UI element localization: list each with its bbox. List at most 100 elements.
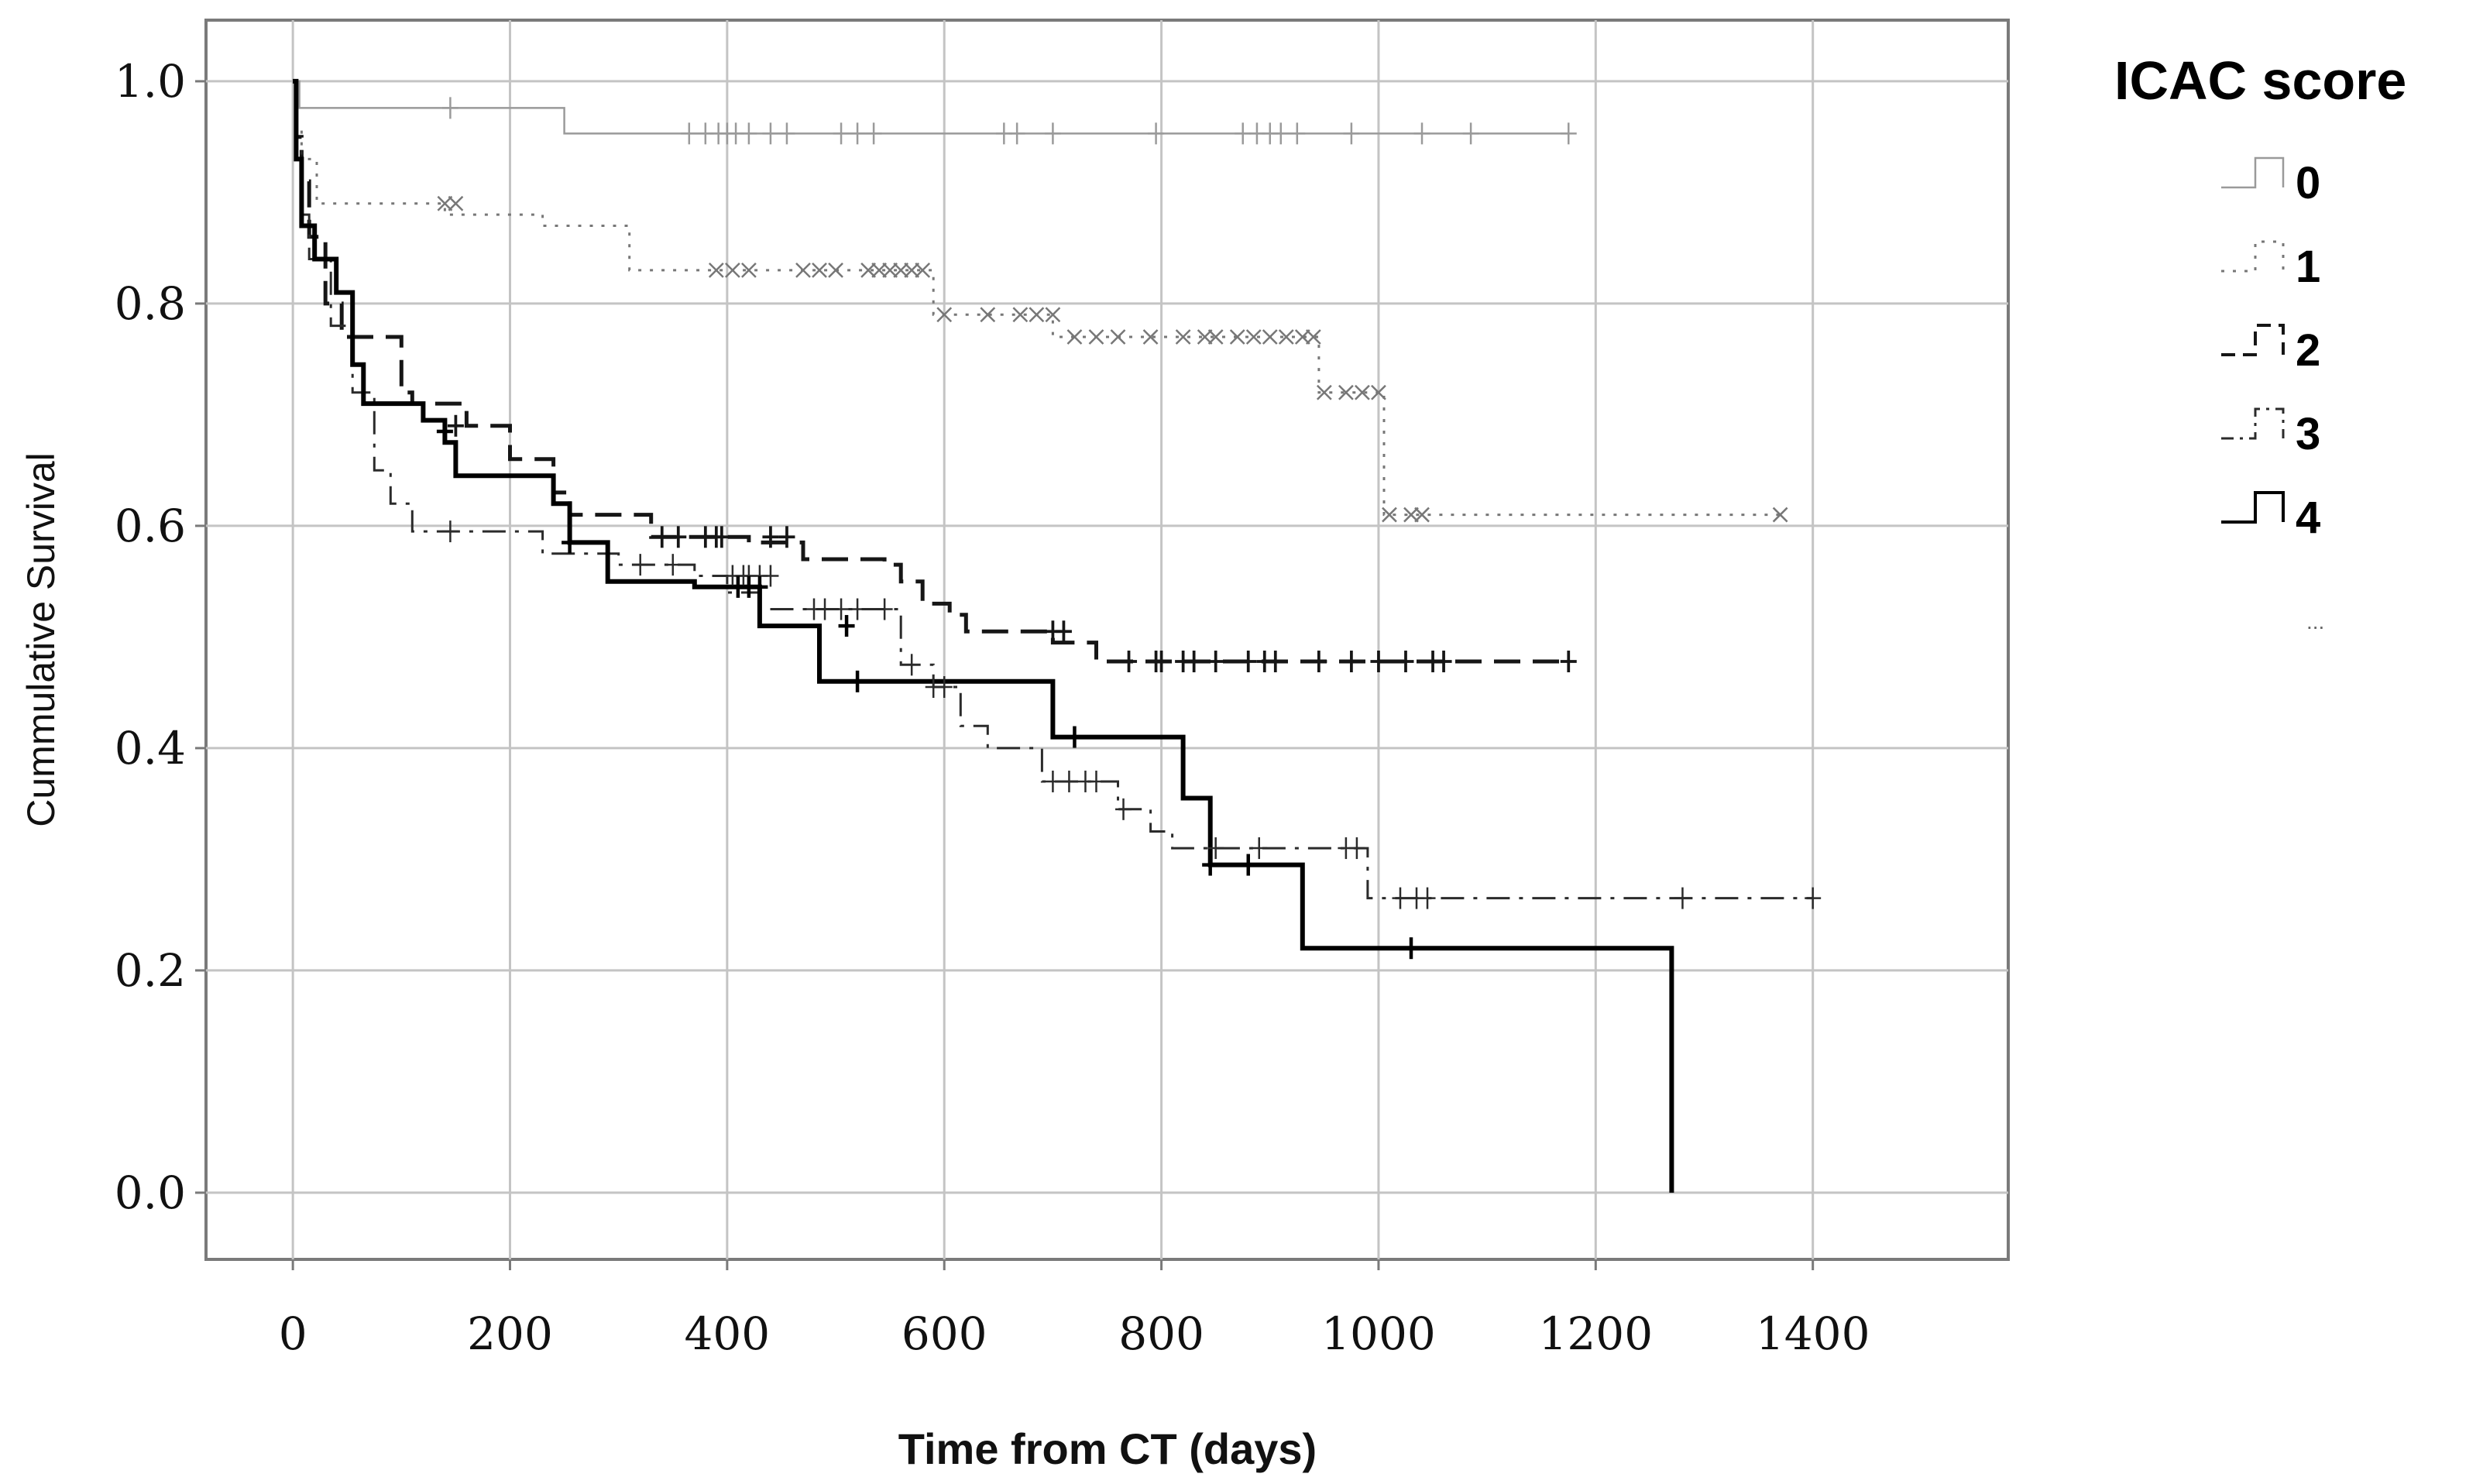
censor-mark-series-4: [1202, 854, 1219, 876]
censor-mark-series-3: [1674, 887, 1691, 909]
censor-mark-series-1: [915, 262, 931, 278]
censor-mark-series-1: [1012, 307, 1029, 323]
legend-label-1: 1: [2296, 242, 2320, 292]
censor-mark-series-1: [1066, 329, 1083, 345]
censor-mark-series-2: [1153, 650, 1170, 672]
censor-mark-series-1: [741, 262, 757, 278]
censor-mark-series-1: [828, 262, 843, 278]
grid: [206, 20, 2008, 1259]
censor-mark-series-2: [762, 526, 779, 548]
x-tick-label: 0: [279, 1307, 307, 1360]
y-axis-label: Cummulative Survival: [19, 452, 63, 826]
censor-mark-series-0: [740, 122, 757, 145]
censor-mark-series-1: [1197, 329, 1213, 345]
y-tick-label: 0.4: [115, 722, 186, 775]
censor-mark-series-2: [1055, 620, 1072, 643]
censor-mark-series-2: [1267, 650, 1284, 672]
legend-item-4: 4: [2221, 491, 2320, 543]
censor-mark-series-1: [1175, 329, 1191, 345]
legend: ICAC score 0 1 2 3 4...: [2114, 50, 2406, 634]
legend-label-0: 0: [2296, 158, 2320, 208]
censor-mark-series-0: [1462, 122, 1479, 145]
censor-mark-series-3: [936, 675, 953, 698]
plot-area: [204, 19, 2010, 1261]
censor-mark-series-0: [1008, 122, 1025, 145]
censor-mark-series-2: [1370, 650, 1387, 672]
legend-swatch-0: [2221, 156, 2285, 189]
series-line-0: [293, 80, 1569, 135]
censor-mark-series-3: [816, 598, 833, 620]
legend-label-2: 2: [2296, 325, 2320, 376]
censor-mark-series-1: [1142, 329, 1159, 345]
censor-mark-series-1: [1316, 384, 1332, 400]
censor-mark-series-0: [833, 122, 850, 145]
y-tick-label: 0.8: [115, 277, 186, 330]
censor-mark-series-3: [441, 520, 458, 543]
censor-mark-series-1: [1305, 329, 1321, 345]
y-tick-label: 0.2: [115, 944, 186, 997]
censor-mark-series-3: [1392, 887, 1409, 909]
censor-mark-series-1: [1278, 329, 1294, 345]
legend-swatch-2: [2221, 324, 2285, 356]
tick-labels: 0 200 400 600 800 1000 1200 1400 0.0 0.2 0.4 0.6 0.8…: [115, 55, 1870, 1360]
censor-mark-series-1: [1207, 329, 1224, 345]
censor-mark-series-2: [1186, 650, 1203, 672]
censor-mark-series-2: [1121, 650, 1138, 672]
x-axis-label: Time from CT (days): [898, 1424, 1317, 1473]
censor-layer: [436, 97, 1822, 960]
legend-item-3: 3: [2221, 407, 2320, 459]
censor-mark-series-1: [1229, 329, 1245, 345]
censor-mark-series-1: [724, 262, 740, 278]
censor-mark-series-3: [762, 565, 779, 587]
censor-mark-series-1: [1294, 329, 1310, 345]
censor-mark-series-2: [447, 414, 464, 437]
censor-mark-series-3: [903, 654, 920, 676]
legend-title: ICAC score: [2114, 50, 2406, 111]
legend-item-1: 1: [2221, 240, 2320, 292]
series-line-2: [293, 79, 1569, 664]
legend-extra-mark: ...: [2306, 610, 2324, 634]
legend-item-0: 0: [2221, 156, 2320, 208]
censor-mark-series-0: [1289, 122, 1306, 145]
censor-mark-series-3: [1207, 837, 1224, 860]
censor-mark-series-1: [1403, 507, 1419, 523]
censor-mark-series-4: [436, 420, 453, 442]
censor-mark-series-1: [1772, 507, 1788, 523]
censor-mark-series-1: [1029, 307, 1045, 323]
censor-mark-series-0: [778, 122, 795, 145]
censor-mark-series-2: [713, 526, 730, 548]
censor-mark-series-1: [893, 262, 909, 278]
x-tick-label: 1200: [1539, 1307, 1654, 1360]
censor-mark-series-0: [441, 97, 458, 119]
censor-mark-series-1: [812, 262, 827, 278]
censor-mark-series-1: [1414, 507, 1430, 523]
censor-mark-series-3: [833, 598, 850, 620]
legend-swatch-1: [2221, 240, 2285, 273]
censor-mark-series-3: [1251, 837, 1268, 860]
censor-mark-series-1: [871, 262, 888, 278]
censor-mark-series-3: [1087, 770, 1104, 792]
censor-mark-series-4: [1240, 854, 1257, 876]
censor-mark-series-2: [654, 526, 671, 548]
x-tick-label: 800: [1118, 1307, 1204, 1360]
censor-mark-series-0: [1272, 122, 1290, 145]
y-tick-label: 0.0: [115, 1166, 186, 1219]
series-line-4: [293, 78, 1674, 1193]
censor-mark-series-2: [1343, 650, 1360, 672]
censor-mark-series-4: [838, 615, 855, 637]
censor-mark-series-3: [1060, 770, 1077, 792]
censor-mark-series-3: [1419, 887, 1436, 909]
censor-mark-series-2: [778, 526, 795, 548]
legend-item-2: 2: [2221, 324, 2320, 376]
censor-mark-series-1: [437, 195, 453, 211]
censor-mark-series-1: [795, 262, 811, 278]
censor-mark-series-0: [1044, 122, 1061, 145]
censor-mark-series-3: [849, 598, 866, 620]
censor-mark-series-1: [1110, 329, 1126, 345]
censor-mark-series-2: [1560, 650, 1577, 672]
censor-mark-series-1: [448, 195, 464, 211]
censor-mark-series-3: [1115, 798, 1132, 820]
censor-mark-series-2: [1207, 650, 1224, 672]
censor-mark-series-2: [1435, 650, 1452, 672]
